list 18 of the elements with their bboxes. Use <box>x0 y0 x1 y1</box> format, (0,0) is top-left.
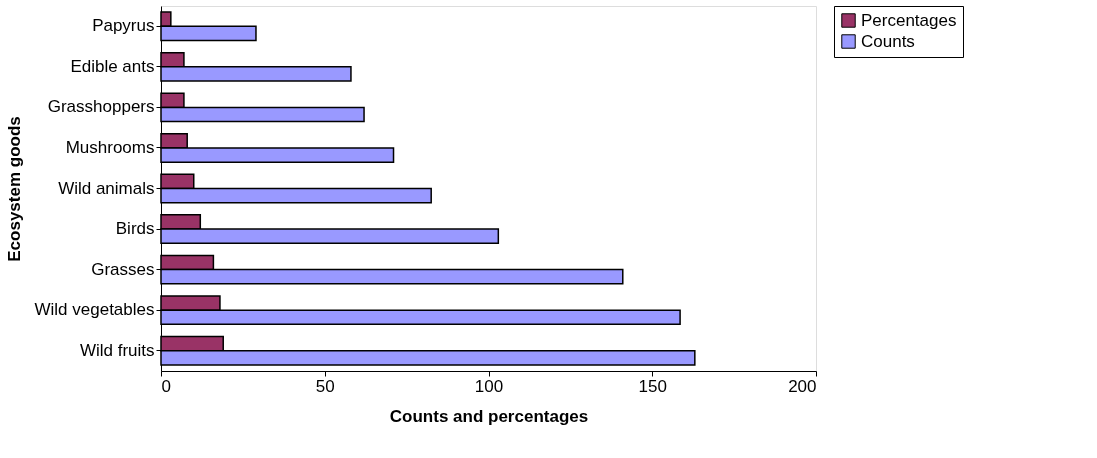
y-tick-label: Grasshoppers <box>47 97 155 117</box>
x-tick-label: 150 <box>638 376 667 396</box>
y-tick-label: Papyrus <box>92 16 155 36</box>
y-tick-label: Grasses <box>91 259 155 279</box>
legend-label: Counts <box>861 31 915 51</box>
y-tick-label: Mushrooms <box>65 137 155 157</box>
y-tick-label: Wild animals <box>58 178 155 198</box>
x-tick-label: 50 <box>315 376 335 396</box>
y-tick-label: Edible ants <box>70 56 155 76</box>
y-axis-title: Ecosystem goods <box>5 116 25 262</box>
y-tick-label: Wild fruits <box>79 340 155 360</box>
x-tick-label: 100 <box>474 376 504 396</box>
x-axis-title: Counts and percentages <box>389 406 589 426</box>
y-tick-label: Wild vegetables <box>34 300 155 320</box>
x-tick-label: 200 <box>788 376 817 396</box>
x-tick-label: 0 <box>161 376 171 396</box>
legend-label: Percentages <box>861 10 957 30</box>
y-tick-label: Birds <box>115 219 155 239</box>
